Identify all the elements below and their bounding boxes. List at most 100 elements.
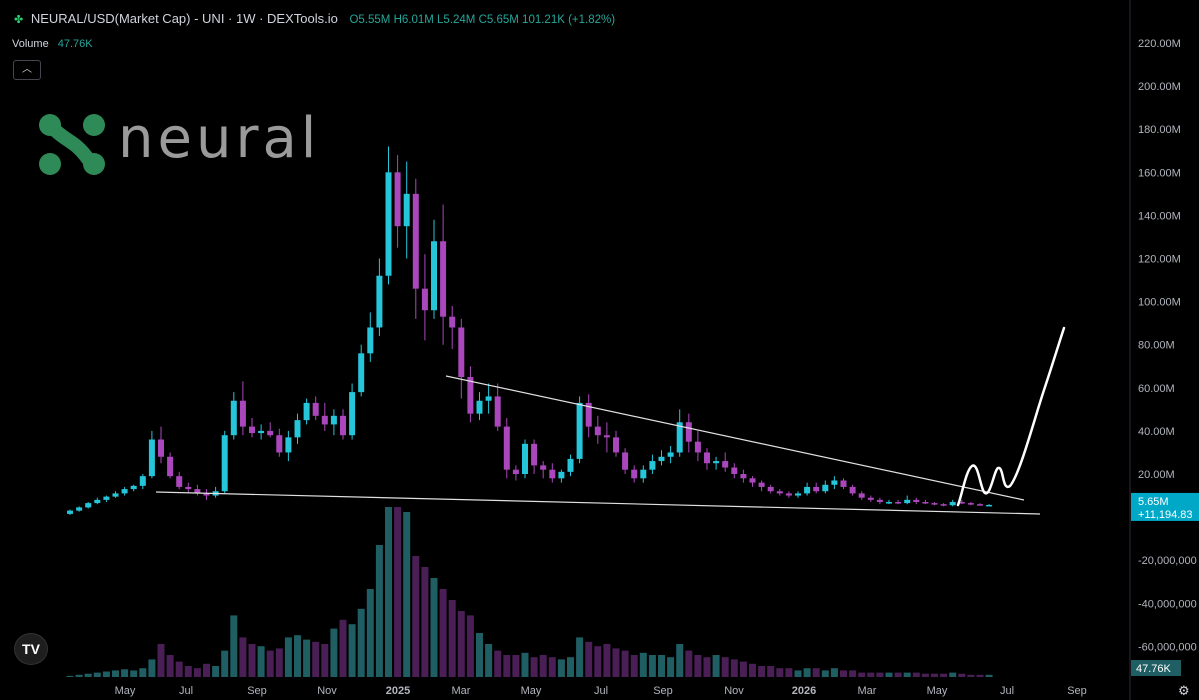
volume-bar	[102, 671, 110, 677]
volume-bar	[230, 615, 238, 677]
candle-body	[303, 402, 310, 421]
volume-bar	[139, 668, 147, 677]
volume-bar	[585, 641, 593, 677]
x-tick-label: Sep	[247, 685, 267, 697]
candle-body	[694, 441, 701, 453]
volume-bar	[812, 668, 820, 677]
candle-body	[94, 499, 101, 504]
candle-body	[876, 499, 883, 503]
candle-body	[795, 493, 801, 496]
candle-body	[258, 430, 265, 434]
volume-bar	[312, 641, 320, 677]
candle-body	[949, 502, 956, 506]
upper-trendline	[445, 375, 1025, 501]
volume-bar	[985, 674, 993, 677]
volume-bar	[184, 666, 192, 677]
candle-body	[958, 502, 965, 504]
candle-body	[503, 426, 510, 470]
candle-body	[385, 172, 392, 276]
symbol-title[interactable]: NEURAL/USD(Market Cap) - UNI · 1W · DEXT…	[30, 11, 338, 26]
volume-bar	[767, 666, 775, 677]
candle-body	[704, 452, 710, 464]
gear-icon[interactable]: ⚙	[1178, 683, 1190, 698]
candle-body	[785, 493, 792, 496]
x-tick-label: Sep	[653, 685, 673, 697]
x-tick-label: May	[521, 685, 542, 697]
volume-bar	[193, 668, 201, 677]
candle-body	[330, 415, 337, 425]
candle-body	[967, 503, 974, 505]
volume-bar	[694, 655, 702, 677]
candle-body	[540, 465, 547, 470]
volume-bar	[931, 673, 938, 677]
volume-bar	[712, 655, 720, 677]
volume-bar	[130, 670, 138, 677]
volume-label: Volume	[12, 38, 49, 50]
volume-bar	[93, 672, 101, 677]
volume-bar	[121, 669, 129, 677]
volume-bar	[676, 644, 684, 677]
volume-bar	[212, 666, 220, 677]
candle-body	[676, 422, 683, 453]
volume-bar	[912, 672, 920, 677]
x-tick-label: Sep	[1067, 685, 1087, 697]
candles	[67, 146, 993, 515]
volume-bar	[284, 637, 292, 677]
volume-bar	[667, 657, 675, 677]
candle-body	[585, 402, 592, 427]
volume-bar	[621, 650, 629, 677]
collapse-legend-button[interactable]: ︿	[13, 60, 41, 80]
candle-body	[458, 327, 465, 378]
volume-bar	[166, 655, 174, 677]
ohlc-readout: O5.55M H6.01M L5.24M C5.65M 101.21K (+1.…	[349, 14, 616, 26]
volume-bar	[794, 670, 802, 677]
volume-bar	[84, 673, 92, 677]
volume-bar	[557, 659, 565, 677]
volume-bar	[321, 644, 329, 677]
candle-body	[349, 392, 356, 436]
volume-badge-value: 47.76K	[1136, 663, 1172, 675]
candle-body	[158, 439, 164, 457]
volume-bar	[840, 670, 847, 677]
volume-bar	[821, 670, 829, 677]
volume-bar	[567, 657, 574, 677]
tradingview-logo-icon[interactable]: TV	[14, 633, 48, 665]
volume-bar	[703, 657, 711, 677]
candle-body	[622, 452, 629, 470]
x-tick-label: May	[115, 685, 136, 697]
candle-body	[139, 476, 146, 486]
volume-bar	[658, 655, 665, 677]
volume-bar	[66, 675, 74, 677]
candle-body	[713, 461, 720, 464]
y-tick-label: 180.00M	[1138, 124, 1181, 136]
candle-body	[221, 435, 228, 492]
candle-body	[185, 486, 192, 490]
volume-bar	[148, 659, 156, 677]
y-tick-label: -40,000,000	[1138, 598, 1197, 610]
volume-bar	[403, 512, 411, 677]
y-tick-label: 140.00M	[1138, 210, 1181, 222]
volume-bar	[457, 611, 465, 677]
candle-body	[767, 486, 774, 492]
x-tick-label: Nov	[724, 685, 744, 697]
candle-body	[822, 484, 829, 492]
candle-body	[886, 502, 892, 504]
volume-bar	[157, 644, 165, 677]
x-tick-label: Jul	[594, 685, 608, 697]
volume-bar	[612, 648, 620, 677]
volume-bar	[521, 652, 529, 677]
volume-bar	[630, 655, 638, 677]
volume-bar	[248, 644, 256, 677]
candle-body	[103, 496, 110, 500]
candle-body	[85, 503, 92, 508]
candle-body	[667, 452, 674, 457]
y-tick-label: 200.00M	[1138, 81, 1181, 93]
candle-body	[740, 474, 747, 479]
candle-body	[658, 456, 665, 462]
volume-bar	[940, 673, 948, 677]
candle-body	[613, 437, 619, 453]
candle-body	[813, 486, 820, 492]
x-tick-label: Jul	[179, 685, 193, 697]
volume-bar	[476, 633, 483, 677]
